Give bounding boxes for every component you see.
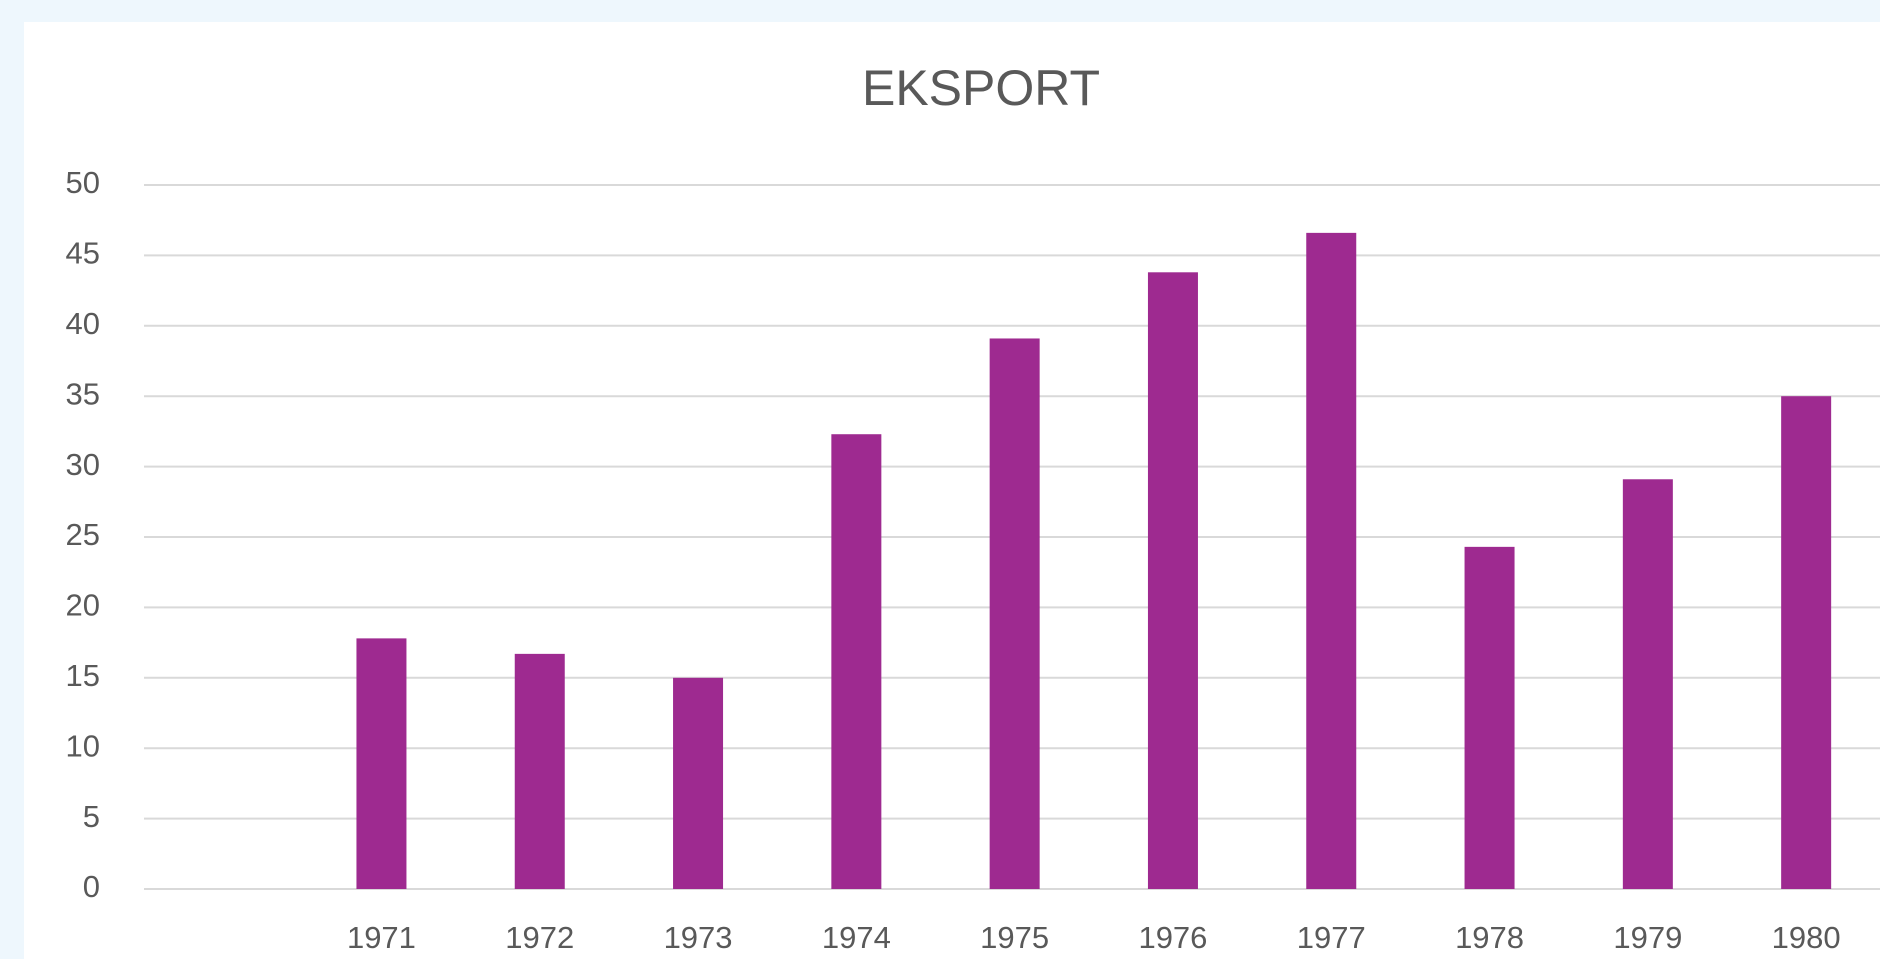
bar	[1464, 546, 1515, 889]
chart-title: EKSPORT	[862, 60, 1100, 116]
x-tick-label: 1972	[505, 920, 574, 955]
y-tick-label: 0	[83, 869, 100, 904]
y-tick-label: 10	[66, 728, 100, 763]
y-tick-label: 35	[66, 376, 100, 411]
bar	[514, 653, 565, 889]
chart-panel	[24, 22, 1880, 959]
bar	[831, 434, 882, 889]
x-tick-label: 1978	[1455, 920, 1524, 955]
y-tick-label: 50	[66, 165, 100, 200]
y-tick-label: 25	[66, 517, 100, 552]
bar	[1306, 232, 1357, 889]
y-tick-label: 30	[66, 447, 100, 482]
x-tick-label: 1976	[1138, 920, 1207, 955]
x-tick-label: 1979	[1613, 920, 1682, 955]
x-tick-label: 1973	[664, 920, 733, 955]
bar	[989, 338, 1040, 889]
x-tick-label: 1980	[1772, 920, 1841, 955]
y-tick-label: 20	[66, 588, 100, 623]
y-tick-label: 15	[66, 658, 100, 693]
bar	[1781, 396, 1832, 889]
bar	[1147, 272, 1198, 889]
bar	[673, 677, 724, 889]
y-tick-label: 5	[83, 799, 100, 834]
bar	[1622, 479, 1673, 889]
y-tick-label: 45	[66, 236, 100, 271]
x-tick-label: 1975	[980, 920, 1049, 955]
x-tick-label: 1971	[347, 920, 416, 955]
x-tick-label: 1974	[822, 920, 891, 955]
x-tick-label: 1977	[1297, 920, 1366, 955]
bar	[356, 638, 407, 889]
y-tick-label: 40	[66, 306, 100, 341]
